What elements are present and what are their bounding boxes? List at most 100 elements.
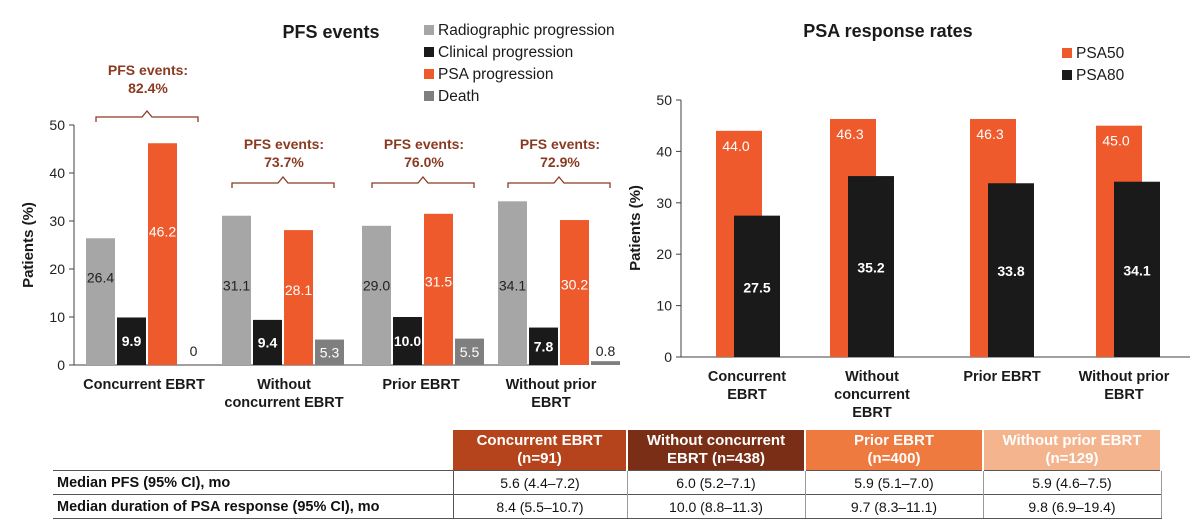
table-header-col1: Concurrent EBRT (n=91) [453, 430, 628, 471]
legend-label-psa80: PSA80 [1076, 67, 1125, 84]
brace-1 [95, 109, 199, 122]
annotation-label-4: PFS events: [520, 136, 600, 152]
bar-psa80-3 [988, 183, 1034, 357]
legend-swatch-clinical [424, 47, 434, 57]
y-tick-label: 40 [656, 143, 672, 159]
x-category-label-2: Without [257, 377, 311, 393]
annotation-value-1: 82.4% [128, 80, 168, 96]
y-tick-label: 20 [656, 246, 672, 262]
x-category-label-2: Without [845, 369, 899, 385]
data-label-radiographic-2: 31.1 [223, 278, 250, 294]
table-header-col4: Without prior EBRT (n=129) [983, 430, 1162, 471]
y-tick-label: 20 [49, 261, 65, 277]
x-category-label-4: EBRT [1104, 387, 1144, 403]
data-label-radiographic-1: 26.4 [87, 270, 114, 286]
y-tick-label: 30 [656, 195, 672, 211]
table-header-col2: Without concurrent EBRT (n=438) [627, 430, 806, 471]
data-label-psa50-4: 45.0 [1102, 133, 1129, 149]
bar-psa80-1 [734, 215, 780, 357]
table-header-row: Concurrent EBRT (n=91) Without concurren… [53, 430, 1162, 471]
bar-psa80-2 [848, 176, 894, 357]
x-category-label-2: EBRT [852, 405, 892, 421]
table-header-col3-line2: (n=400) [867, 450, 921, 467]
data-label-radiographic-4: 34.1 [499, 278, 526, 294]
bar-psa-4 [560, 220, 589, 365]
y-tick-label: 0 [664, 349, 672, 365]
y-tick-label: 30 [49, 213, 65, 229]
y-tick-label: 50 [656, 92, 672, 108]
bar-death-3 [455, 338, 484, 365]
y-axis-title: Patients (%) [20, 202, 37, 288]
table-row-psa-duration: Median duration of PSA response (95% CI)… [53, 494, 1162, 519]
legend-swatch-death [424, 91, 434, 101]
data-label-clinical-4: 7.8 [534, 338, 554, 354]
x-category-label-4: EBRT [531, 395, 571, 411]
annotation-value-4: 72.9% [540, 154, 580, 170]
data-label-psa80-4: 34.1 [1123, 262, 1150, 278]
x-category-label-1: Concurrent [708, 369, 786, 385]
x-category-label-3: Prior EBRT [963, 369, 1040, 385]
bar-psa-1 [148, 143, 177, 365]
x-category-label-4: Without prior [1079, 369, 1170, 385]
data-label-clinical-2: 9.4 [258, 334, 278, 350]
annotation-label-3: PFS events: [384, 136, 464, 152]
data-label-psa50-2: 46.3 [836, 126, 863, 142]
data-label-psa-3: 31.5 [425, 273, 452, 289]
table-corner [53, 430, 453, 471]
legend-swatch-psa80 [1062, 70, 1072, 80]
psa-chart-title: PSA response rates [803, 21, 972, 41]
legend-label-clinical: Clinical progression [438, 44, 573, 61]
pfs-chart-title: PFS events [282, 22, 379, 42]
legend-swatch-psa [424, 69, 434, 79]
row-label-median-pfs: Median PFS (95% CI), mo [53, 470, 454, 495]
cell-pfs-col2: 6.0 (5.2–7.1) [627, 470, 806, 495]
bar-psa80-4 [1114, 181, 1160, 357]
data-label-psa80-2: 35.2 [857, 260, 884, 276]
bar-psa-3 [424, 213, 453, 365]
y-tick-label: 50 [49, 117, 65, 133]
bar-radiographic-2 [222, 215, 251, 365]
row-label-psa-duration: Median duration of PSA response (95% CI)… [53, 494, 454, 519]
table-header-col1-line2: (n=91) [517, 450, 562, 467]
data-label-death-3: 5.5 [460, 344, 480, 360]
cell-psa-col3: 9.7 (8.3–11.1) [805, 494, 984, 519]
annotation-value-3: 76.0% [404, 154, 444, 170]
y-tick-label: 10 [49, 309, 65, 325]
cell-psa-col2: 10.0 (8.8–11.3) [627, 494, 806, 519]
data-label-death-2: 5.3 [320, 344, 340, 360]
legend-label-radiographic: Radiographic progression [438, 22, 615, 39]
table-header-col3: Prior EBRT (n=400) [805, 430, 984, 471]
x-category-label-1: Concurrent EBRT [83, 377, 205, 393]
bar-clinical-2 [253, 319, 282, 365]
table-header-col2-line2: EBRT (n=438) [667, 450, 765, 467]
x-category-label-2: concurrent [834, 387, 910, 403]
table-header-col3-line1: Prior EBRT [853, 432, 934, 449]
data-label-psa80-1: 27.5 [743, 279, 770, 295]
table-header-col2-line1: Without concurrent [646, 432, 786, 449]
annotation-value-2: 73.7% [264, 154, 304, 170]
y-tick-label: 0 [57, 357, 65, 373]
x-category-label-1: EBRT [727, 387, 767, 403]
y-tick-label: 40 [49, 165, 65, 181]
data-label-clinical-3: 10.0 [394, 333, 421, 349]
data-label-psa-2: 28.1 [285, 282, 312, 298]
table-row-median-pfs: Median PFS (95% CI), mo 5.6 (4.4–7.2) 6.… [53, 470, 1162, 495]
data-label-death-1: 0 [190, 343, 198, 359]
legend-label-psa: PSA progression [438, 66, 553, 83]
median-outcomes-table: Concurrent EBRT (n=91) Without concurren… [53, 430, 1162, 519]
brace-2 [231, 175, 335, 188]
table-header-col1-line1: Concurrent EBRT [476, 432, 603, 449]
legend-swatch-radiographic [424, 25, 434, 35]
x-category-label-3: Prior EBRT [382, 377, 459, 393]
data-label-radiographic-3: 29.0 [363, 278, 390, 294]
bar-psa-2 [284, 230, 313, 365]
x-category-label-2: concurrent EBRT [224, 395, 343, 411]
cell-pfs-col1: 5.6 (4.4–7.2) [453, 470, 628, 495]
data-label-psa80-3: 33.8 [997, 263, 1024, 279]
cell-psa-col4: 9.8 (6.9–19.4) [983, 494, 1162, 519]
bar-death-2 [315, 339, 344, 365]
legend-label-psa50: PSA50 [1076, 45, 1125, 62]
x-category-label-4: Without prior [506, 377, 597, 393]
cell-psa-col1: 8.4 (5.5–10.7) [453, 494, 628, 519]
data-label-death-4: 0.8 [596, 343, 616, 359]
